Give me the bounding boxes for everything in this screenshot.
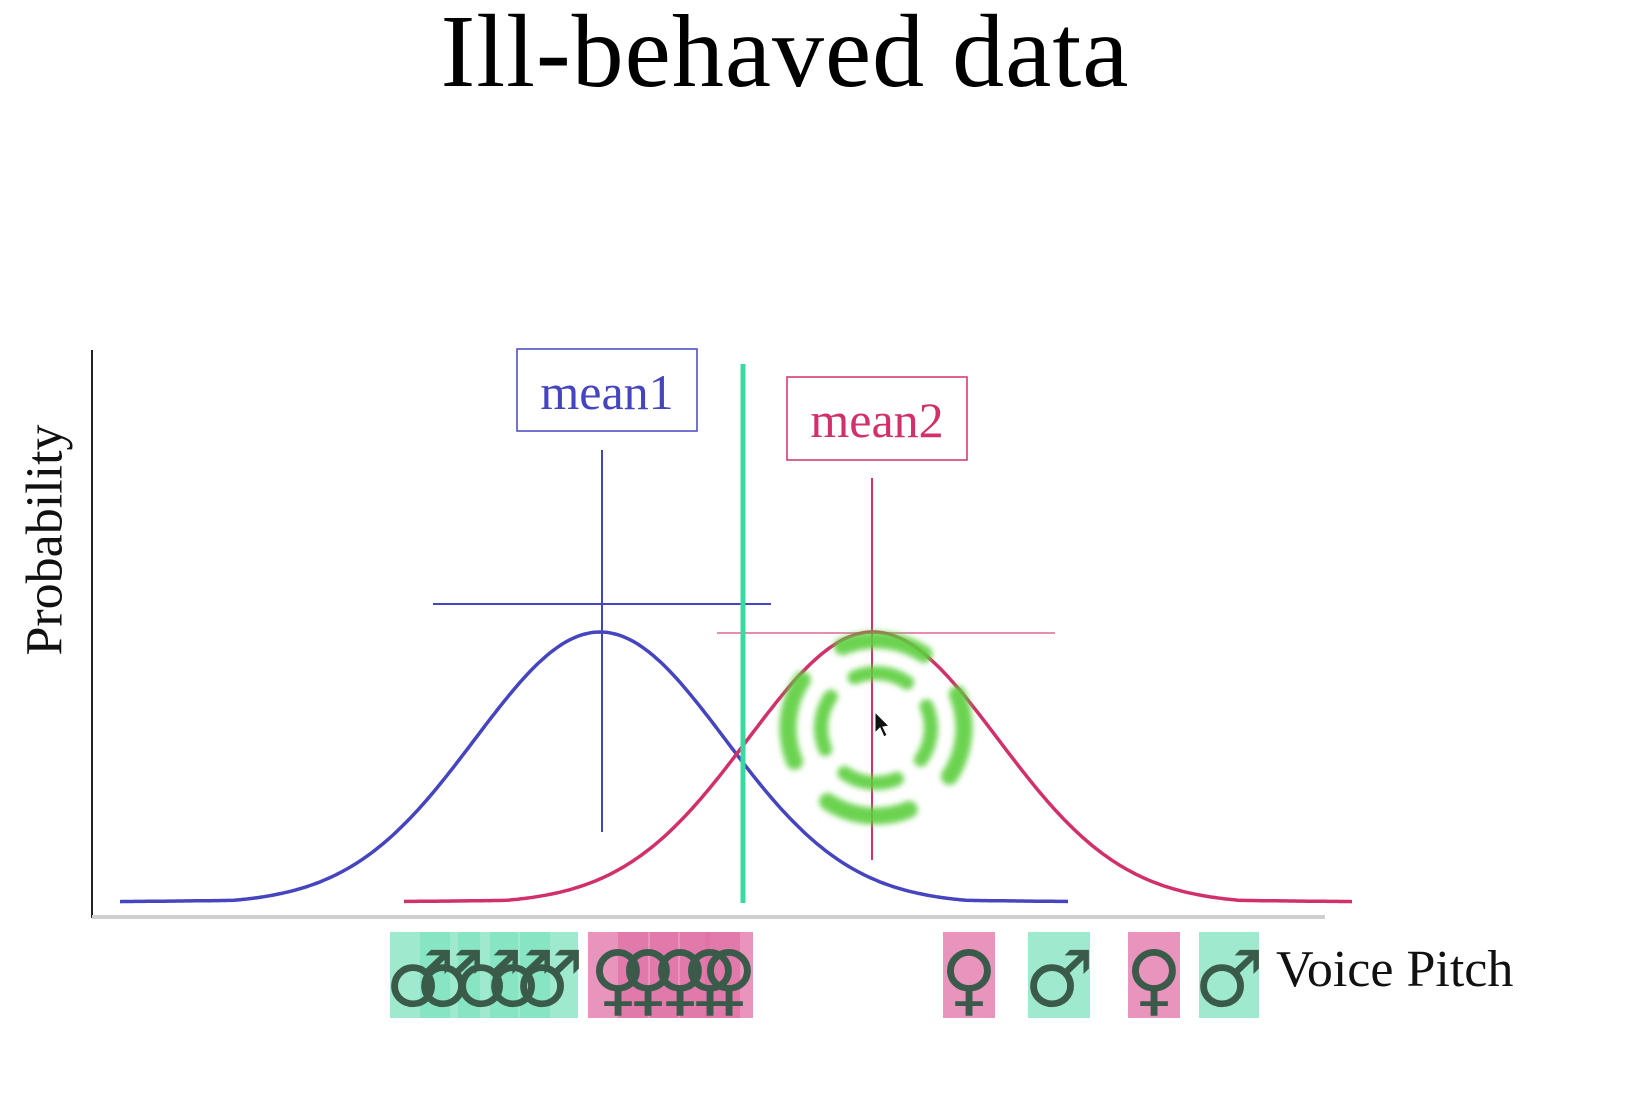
male-symbol-icon: ♂ <box>514 935 584 1025</box>
distribution-curve-1 <box>119 630 1069 904</box>
mean2-label-box <box>786 376 968 461</box>
female-symbol-icon: ♀ <box>651 935 708 1025</box>
female-symbol-icon: ♀ <box>700 935 757 1025</box>
dashed-circle-highlight-icon <box>779 631 973 825</box>
male-symbol-icon: ♂ <box>1024 935 1094 1025</box>
male-marker-bg <box>520 932 578 1018</box>
male-symbol-icon: ♂ <box>385 935 455 1025</box>
x-axis-label: Voice Pitch <box>1276 941 1514 998</box>
female-marker-bg <box>943 932 995 1018</box>
male-symbol-icon: ♂ <box>415 935 485 1025</box>
female-symbol-icon: ♀ <box>619 935 676 1025</box>
data-point-markers: ♂♂♂♂♂ ♀♀♀♀♀ ♀ ♂ ♀ ♂ <box>385 932 1264 1025</box>
mean1-label-box <box>516 348 698 432</box>
male-marker-bg <box>1199 932 1259 1018</box>
female-symbol-icon: ♀ <box>681 935 738 1025</box>
mean2-label: mean2 <box>810 392 943 448</box>
female-symbol-icon: ♀ <box>1125 935 1182 1025</box>
mean1-label: mean1 <box>540 364 673 420</box>
female-marker-bg <box>1128 932 1180 1018</box>
y-axis-label: Probability <box>16 424 74 656</box>
female-symbol-icon: ♀ <box>940 935 997 1025</box>
slide-title: Ill-behaved data <box>440 0 1130 109</box>
female-symbol-icon: ♀ <box>589 935 646 1025</box>
male-marker-bg <box>1028 932 1090 1018</box>
female-marker-bg <box>705 932 753 1018</box>
male-symbol-icon: ♂ <box>453 935 523 1025</box>
pointer-cursor-icon <box>874 710 891 738</box>
male-symbol-icon: ♂ <box>485 935 555 1025</box>
male-symbol-icon: ♂ <box>1194 935 1264 1025</box>
